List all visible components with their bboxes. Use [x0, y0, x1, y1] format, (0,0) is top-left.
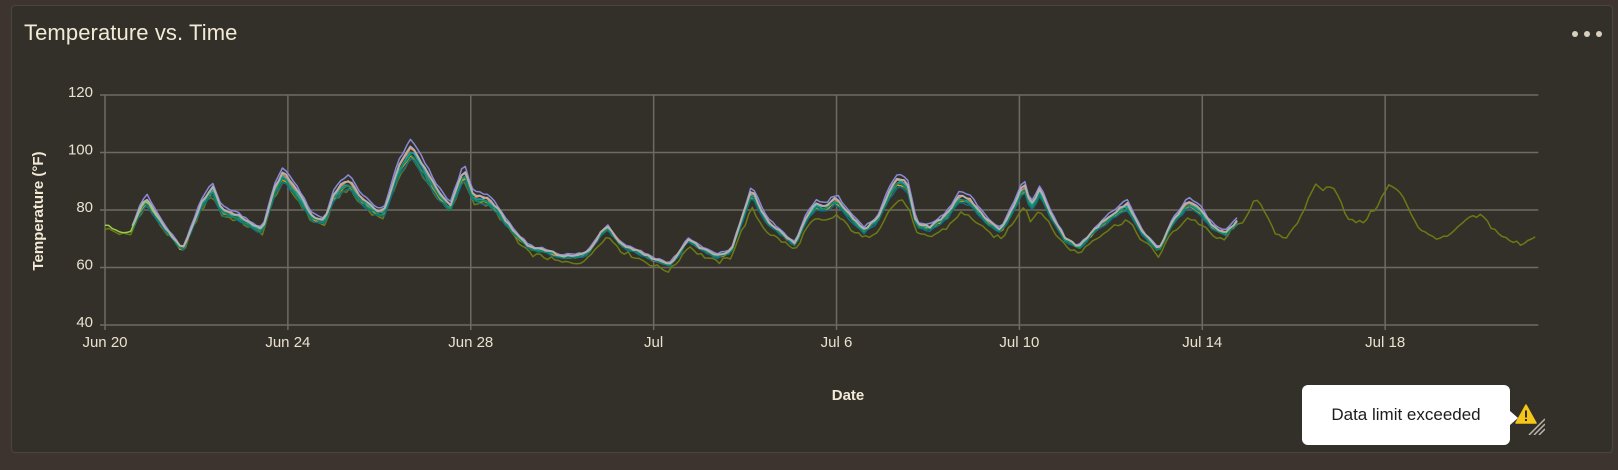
more-horizontal-icon [1596, 31, 1602, 37]
series-line[interactable] [104, 157, 1536, 273]
more-horizontal-icon [1572, 31, 1578, 37]
series-line[interactable] [131, 145, 1238, 265]
resize-hatch-icon [1528, 418, 1545, 435]
y-tick-label: 40 [76, 314, 93, 331]
data-limit-tooltip: Data limit exceeded [1302, 385, 1518, 445]
x-tick-label: Jul 10 [999, 334, 1039, 351]
series-line[interactable] [104, 200, 161, 234]
y-axis-label: Temperature (°F) [30, 151, 47, 270]
x-tick-label: Jun 24 [265, 334, 310, 351]
x-tick-label: Jul 18 [1365, 334, 1405, 351]
chart-series-lines[interactable] [104, 138, 1536, 273]
x-tick-label: Jul [644, 334, 663, 351]
y-tick-label: 60 [76, 257, 93, 274]
x-tick-label: Jun 28 [448, 334, 493, 351]
tooltip-text: Data limit exceeded [1331, 405, 1481, 424]
chart-axis-ticks: 40 60 80 100 120 Jun 20 Jun 24 Jun 28 Jul Jul 6 Ju… [68, 84, 1405, 351]
series-line[interactable] [131, 138, 1238, 264]
y-tick-label: 100 [68, 142, 93, 159]
card-title: Temperature vs. Time [24, 20, 238, 45]
y-tick-label: 120 [68, 84, 93, 101]
x-tick-label: Jun 20 [82, 334, 127, 351]
series-line[interactable] [131, 151, 1238, 265]
more-options-button[interactable] [1572, 28, 1602, 40]
more-horizontal-icon [1584, 31, 1590, 37]
x-tick-label: Jul 6 [821, 334, 853, 351]
chart-card: Temperature vs. Time [11, 5, 1613, 453]
x-tick-label: Jul 14 [1182, 334, 1222, 351]
x-axis-label: Date [832, 387, 865, 404]
warning-triangle-icon[interactable] [1515, 404, 1537, 424]
y-tick-label: 80 [76, 199, 93, 216]
chart-gridlines [100, 94, 1539, 330]
